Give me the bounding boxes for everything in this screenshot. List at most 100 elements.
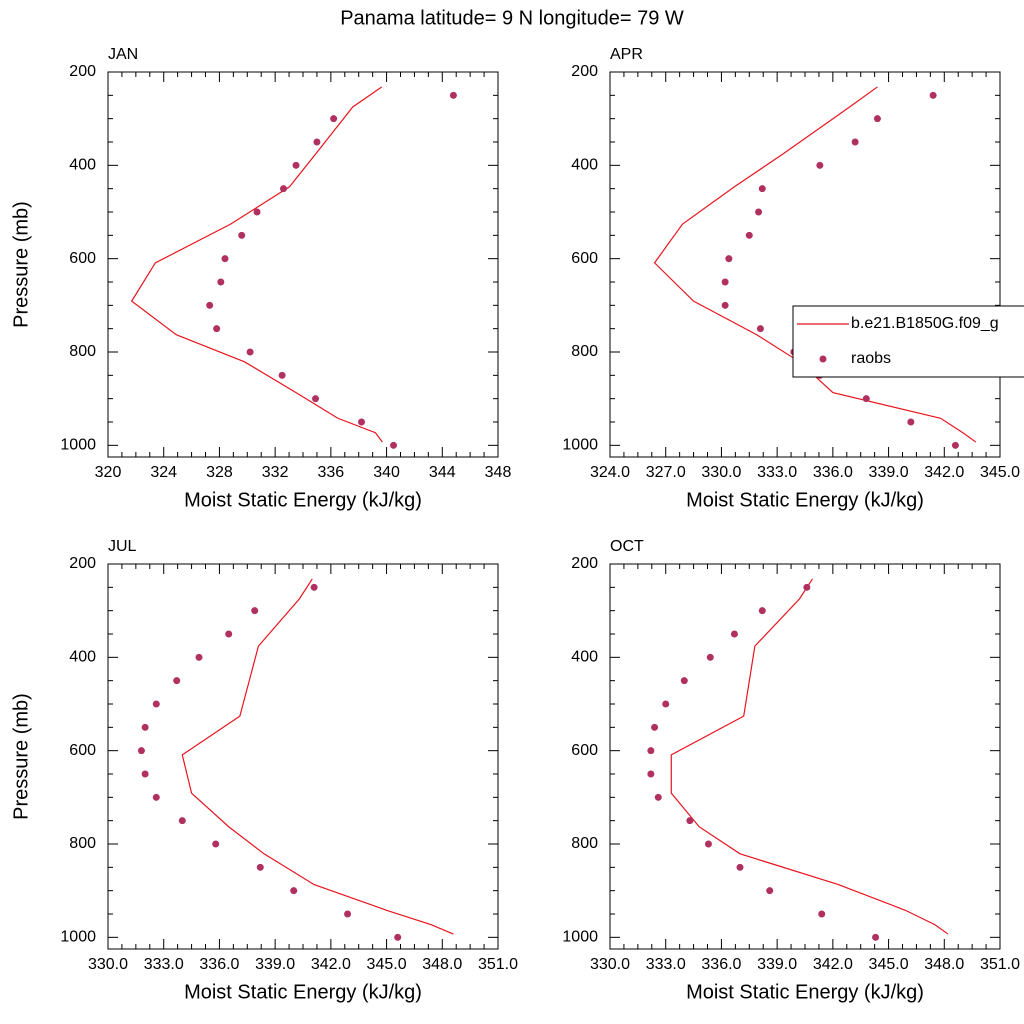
x-tick-label: 339.0 xyxy=(757,956,797,973)
obs-point xyxy=(816,161,824,169)
obs-point xyxy=(662,700,670,708)
obs-point xyxy=(310,583,318,591)
y-axis-label: Pressure (mb) xyxy=(10,201,32,328)
x-axis-label: Moist Static Energy (kJ/kg) xyxy=(686,981,924,1003)
panel: JUL 330.0 333.0 336.0 339.0 342.0 345.0 348.0 35… xyxy=(10,538,518,1003)
obs-point xyxy=(862,395,870,403)
x-tick-label: 332 xyxy=(262,464,289,481)
obs-point xyxy=(178,817,186,825)
y-tick-label: 200 xyxy=(571,63,598,80)
y-tick-label: 800 xyxy=(69,343,96,360)
obs-point xyxy=(756,325,764,333)
obs-point xyxy=(730,630,738,638)
x-tick-label: 333.0 xyxy=(646,956,686,973)
profile-line xyxy=(670,578,949,935)
obs-point xyxy=(818,910,826,918)
obs-point xyxy=(312,395,320,403)
x-tick-label: 330.0 xyxy=(88,956,128,973)
obs-point xyxy=(141,723,149,731)
plot-frame xyxy=(609,563,1001,950)
obs-point xyxy=(725,255,733,263)
y-tick-label: 1000 xyxy=(60,929,96,946)
panel-title: JUL xyxy=(108,538,137,555)
legend-label: b.e21.B1850G.f09_g xyxy=(851,315,999,332)
y-tick-label: 600 xyxy=(69,250,96,267)
obs-point xyxy=(221,255,229,263)
x-tick-label: 342.0 xyxy=(813,956,853,973)
plot-frame xyxy=(107,563,499,950)
x-tick-label: 339.0 xyxy=(255,956,295,973)
legend-label: raobs xyxy=(851,350,891,367)
panel: APR 324.0 327.0 330.0 333.0 336.0 339.0 342.0 34… xyxy=(562,46,1024,511)
x-tick-label: 351.0 xyxy=(478,956,518,973)
x-tick-label: 336.0 xyxy=(813,464,853,481)
obs-point xyxy=(152,700,160,708)
x-tick-label: 351.0 xyxy=(980,956,1020,973)
obs-point xyxy=(238,231,246,239)
x-tick-label: 339.0 xyxy=(869,464,909,481)
obs-point xyxy=(755,208,763,216)
obs-point xyxy=(736,863,744,871)
obs-point xyxy=(872,933,880,941)
y-tick-label: 200 xyxy=(69,63,96,80)
y-tick-label: 600 xyxy=(69,742,96,759)
x-tick-label: 328 xyxy=(206,464,233,481)
x-tick-label: 324 xyxy=(150,464,177,481)
x-tick-label: 333.0 xyxy=(757,464,797,481)
obs-point xyxy=(758,607,766,615)
x-tick-label: 336.0 xyxy=(199,956,239,973)
panel-title: JAN xyxy=(108,46,138,63)
obs-point xyxy=(344,910,352,918)
y-tick-label: 800 xyxy=(69,835,96,852)
obs-point xyxy=(951,441,959,449)
obs-point xyxy=(152,793,160,801)
x-tick-label: 345.0 xyxy=(367,956,407,973)
x-tick-label: 345.0 xyxy=(980,464,1020,481)
obs-point xyxy=(390,441,398,449)
obs-point xyxy=(246,348,254,356)
y-tick-label: 1000 xyxy=(60,437,96,454)
obs-point xyxy=(137,747,145,755)
x-tick-label: 336 xyxy=(318,464,345,481)
obs-point xyxy=(253,208,261,216)
profile-line xyxy=(653,86,977,443)
obs-point xyxy=(195,653,203,661)
obs-point xyxy=(173,677,181,685)
y-tick-label: 1000 xyxy=(562,929,598,946)
y-tick-label: 600 xyxy=(571,250,598,267)
obs-point xyxy=(651,723,659,731)
x-tick-label: 330.0 xyxy=(590,956,630,973)
panel-title: OCT xyxy=(610,538,644,555)
x-tick-label: 342.0 xyxy=(924,464,964,481)
y-tick-label: 800 xyxy=(571,343,598,360)
x-tick-label: 348.0 xyxy=(422,956,462,973)
obs-point xyxy=(251,607,259,615)
obs-point xyxy=(654,793,662,801)
obs-point xyxy=(873,115,881,123)
panel: JAN 320 324 328 332 336 340 344 348 200 400 600 800 1… xyxy=(10,46,511,511)
x-tick-label: 344 xyxy=(429,464,456,481)
y-tick-label: 800 xyxy=(571,835,598,852)
x-tick-label: 342.0 xyxy=(311,956,351,973)
obs-point xyxy=(217,278,225,286)
obs-point xyxy=(394,933,402,941)
y-tick-label: 400 xyxy=(69,649,96,666)
x-axis-label: Moist Static Energy (kJ/kg) xyxy=(184,489,422,511)
obs-point xyxy=(212,840,220,848)
legend-box xyxy=(792,305,1024,378)
obs-point xyxy=(745,231,753,239)
obs-point xyxy=(704,840,712,848)
x-tick-label: 327.0 xyxy=(646,464,686,481)
y-axis-label: Pressure (mb) xyxy=(10,693,32,820)
y-tick-label: 200 xyxy=(69,555,96,572)
x-tick-label: 333.0 xyxy=(144,956,184,973)
obs-point xyxy=(313,138,321,146)
obs-point xyxy=(206,301,214,309)
x-tick-label: 348 xyxy=(485,464,512,481)
obs-point xyxy=(706,653,714,661)
obs-point xyxy=(278,371,286,379)
obs-point xyxy=(851,138,859,146)
y-tick-label: 1000 xyxy=(562,437,598,454)
obs-point xyxy=(449,91,457,99)
